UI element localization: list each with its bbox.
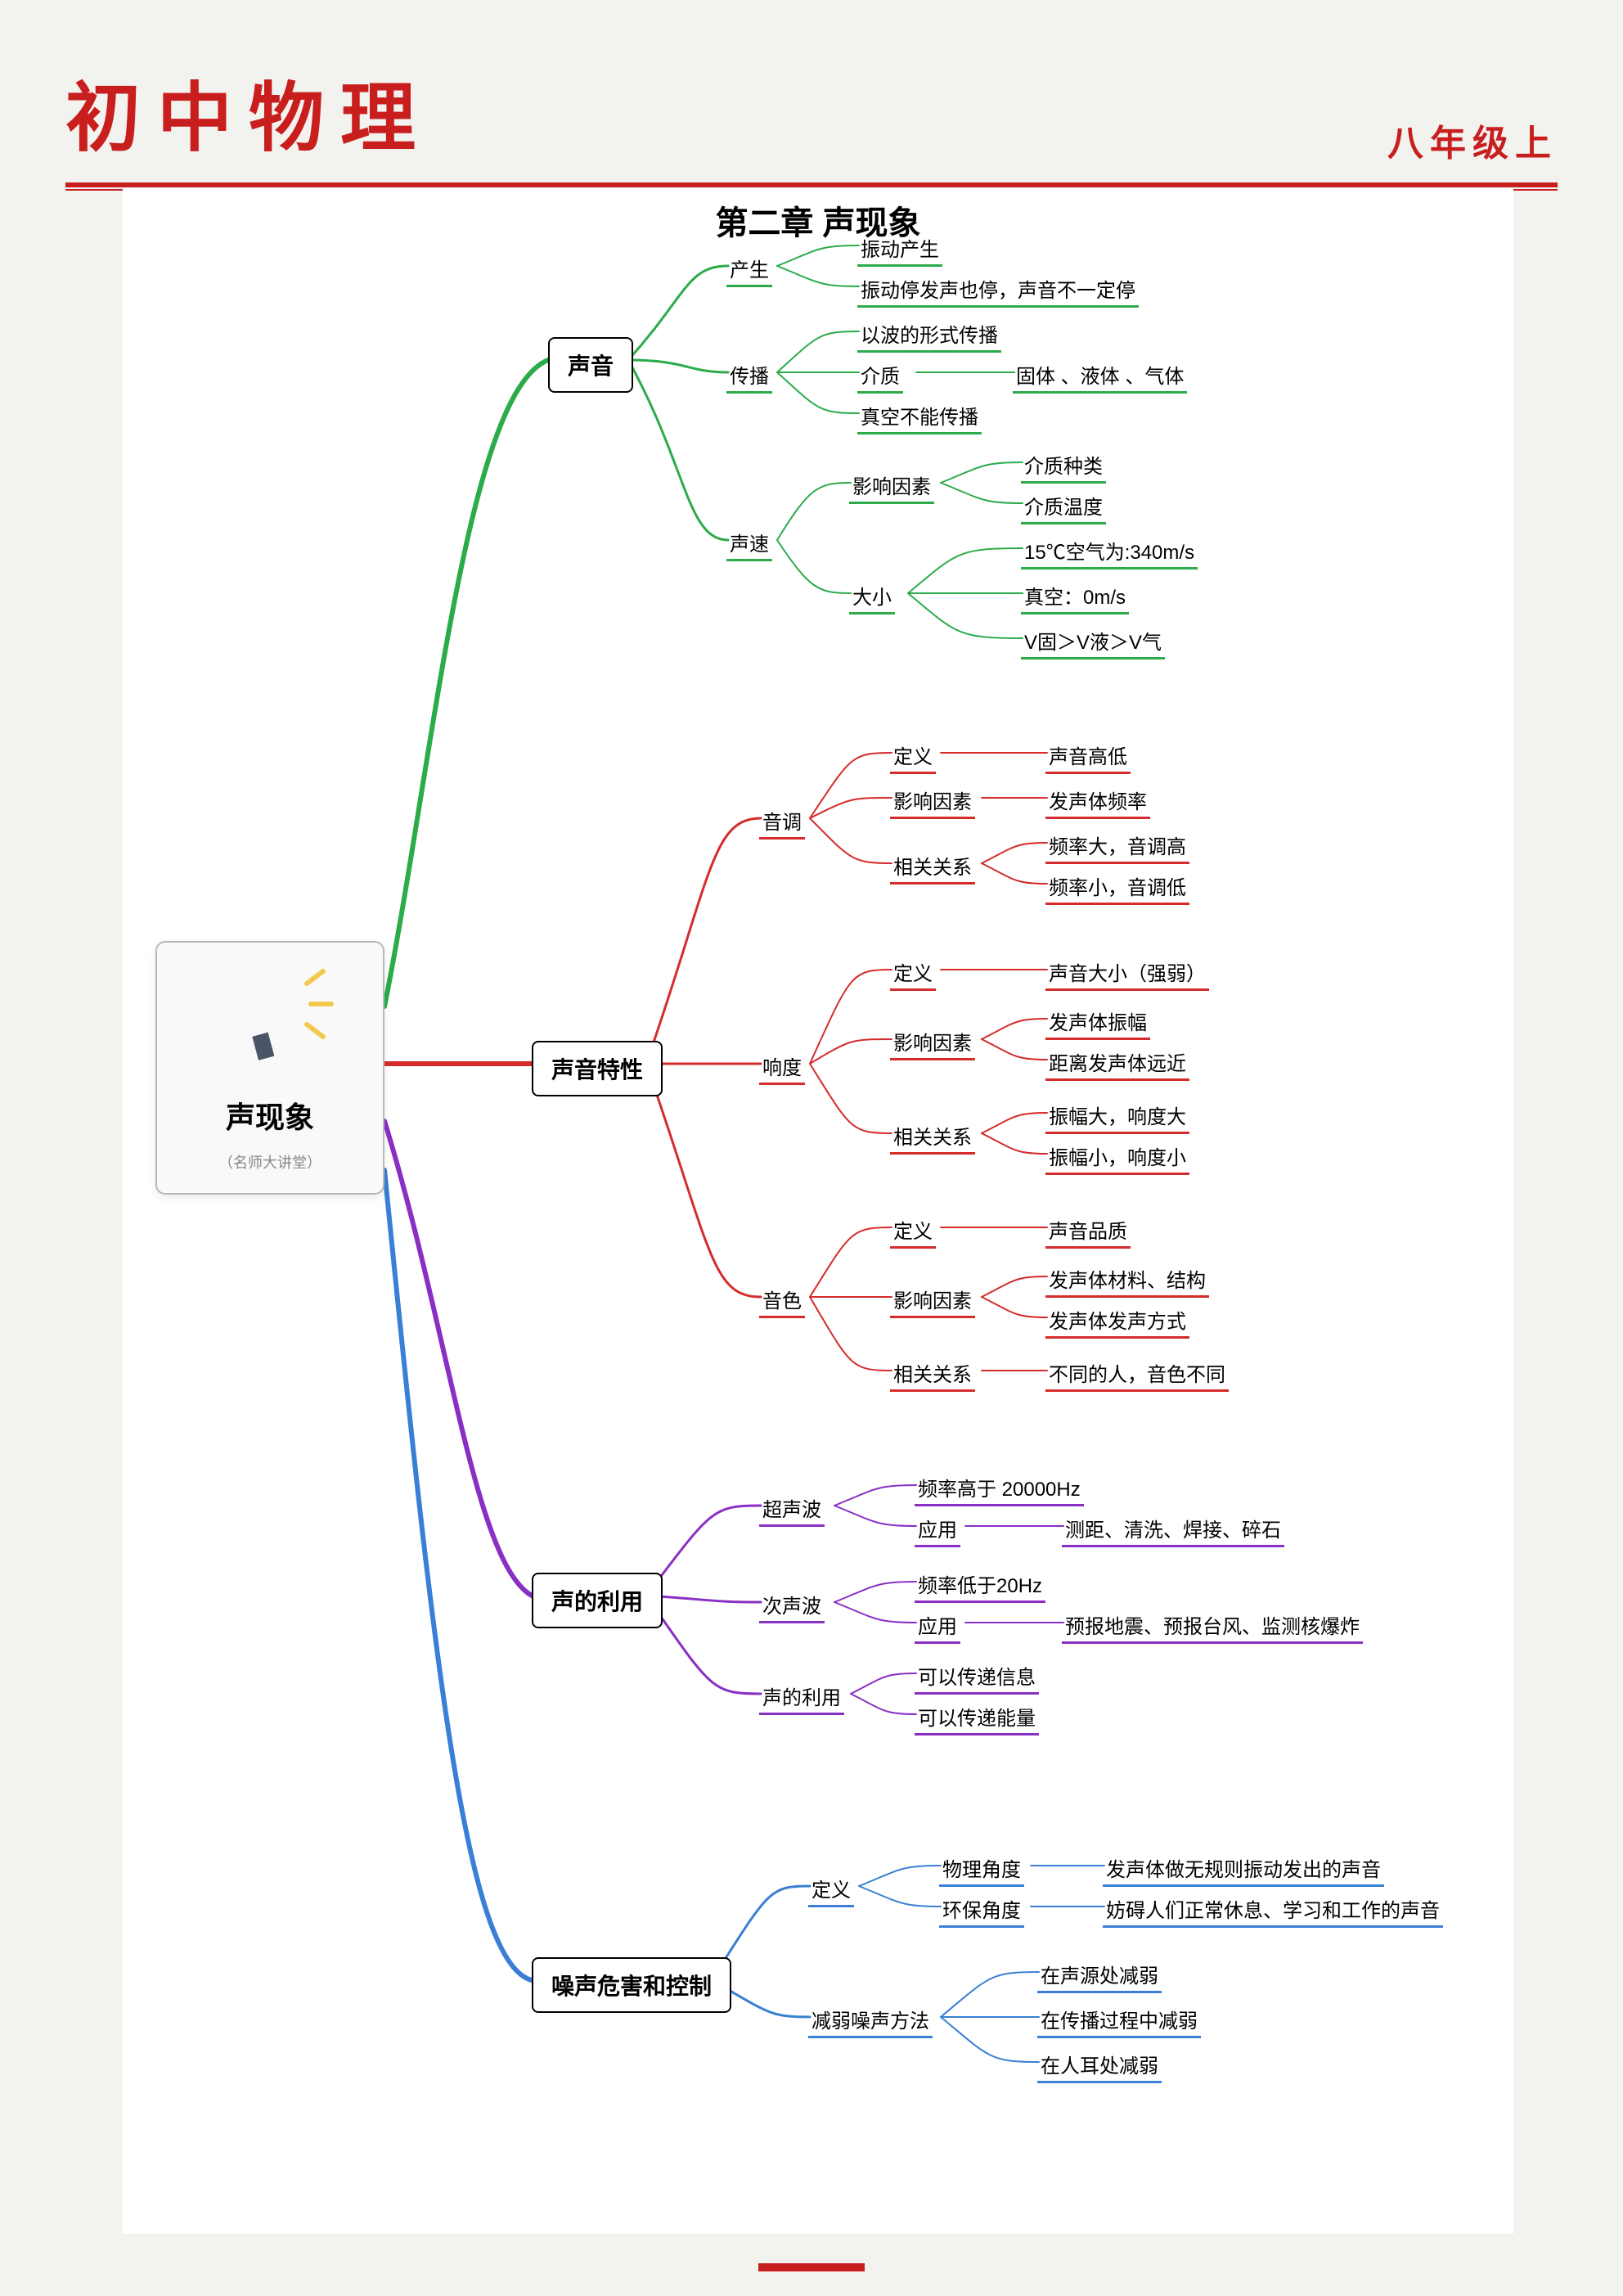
n-spread: 传播 [730, 360, 769, 389]
leaf: 相关关系 [893, 1121, 972, 1150]
leaf: 在人耳处减弱 [1041, 2050, 1158, 2078]
leaf: 定义 [893, 741, 933, 769]
leaf: 影响因素 [893, 786, 972, 814]
n-pitch: 音调 [762, 806, 802, 835]
leaf: 大小 [852, 581, 892, 610]
n-loudness: 响度 [762, 1051, 802, 1080]
leaf: 发声体频率 [1049, 786, 1147, 814]
leaf: 介质种类 [1024, 450, 1103, 479]
leaf: 固体 、液体 、气体 [1016, 360, 1184, 389]
branch-usage: 声的利用 [532, 1573, 663, 1628]
leaf: 相关关系 [893, 1358, 972, 1387]
leaf: 频率高于 20000Hz [918, 1473, 1081, 1501]
leaf: V固＞V液＞V气 [1024, 626, 1162, 655]
leaf: 距离发声体远近 [1049, 1047, 1186, 1076]
leaf: 声音大小（强弱） [1049, 957, 1206, 986]
leaf: 影响因素 [893, 1027, 972, 1056]
leaf: 可以传递能量 [918, 1702, 1036, 1731]
leaf: 发声体材料、结构 [1049, 1264, 1206, 1293]
n-use: 声的利用 [762, 1681, 841, 1710]
leaf: 振幅小，响度小 [1049, 1141, 1186, 1170]
leaf: 可以传递信息 [918, 1661, 1036, 1690]
root-label: 声现象 [226, 1094, 314, 1137]
leaf: 频率低于20Hz [918, 1569, 1042, 1598]
branch-properties: 声音特性 [532, 1041, 663, 1096]
leaf: 振动产生 [861, 233, 939, 262]
root-note: （名师大讲堂） [218, 1151, 321, 1173]
leaf: 发声体做无规则振动发出的声音 [1106, 1853, 1381, 1882]
leaf: 发声体振幅 [1049, 1006, 1147, 1035]
leaf: 在传播过程中减弱 [1041, 2005, 1198, 2033]
leaf: 妨碍人们正常休息、学习和工作的声音 [1106, 1894, 1440, 1923]
leaf: 不同的人，音色不同 [1049, 1358, 1225, 1387]
leaf: 以波的形式传播 [861, 319, 998, 348]
leaf: 介质 [861, 360, 900, 389]
chapter-title: 第二章 声现象 [123, 196, 1513, 244]
main-title: 初中物理 [65, 57, 432, 166]
leaf: 真空：0m/s [1024, 581, 1126, 610]
n-reduce: 减弱噪声方法 [812, 2005, 929, 2033]
leaf: 声音品质 [1049, 1215, 1127, 1244]
leaf: 应用 [918, 1610, 957, 1639]
branch-sound: 声音 [548, 337, 633, 393]
n-timbre: 音色 [762, 1285, 802, 1313]
leaf: 影响因素 [893, 1285, 972, 1313]
n-produce: 产生 [730, 254, 769, 282]
leaf: 发声体发声方式 [1049, 1305, 1186, 1334]
leaf: 在声源处减弱 [1041, 1960, 1158, 1988]
leaf: 真空不能传播 [861, 401, 978, 430]
leaf: 测距、清洗、焊接、碎石 [1065, 1514, 1281, 1542]
leaf: 定义 [893, 1215, 933, 1244]
leaf: 相关关系 [893, 851, 972, 880]
leaf: 振幅大，响度大 [1049, 1101, 1186, 1129]
leaf: 应用 [918, 1514, 957, 1542]
leaf: 频率小，音调低 [1049, 871, 1186, 900]
page-header: 初中物理 八年级上 [0, 0, 1623, 182]
branch-noise: 噪声危害和控制 [532, 1957, 731, 2013]
leaf: 频率大，音调高 [1049, 831, 1186, 859]
leaf: 预报地震、预报台风、监测核爆炸 [1065, 1610, 1360, 1639]
n-def: 定义 [812, 1874, 851, 1902]
grade-label: 八年级上 [1387, 114, 1558, 166]
n-ultra: 超声波 [762, 1493, 821, 1522]
root-node: 声现象 （名师大讲堂） [155, 941, 384, 1195]
leaf: 介质温度 [1024, 491, 1103, 520]
mindmap-canvas: 第二章 声现象 [123, 188, 1513, 2234]
n-infra: 次声波 [762, 1590, 821, 1618]
megaphone-icon [205, 959, 335, 1074]
leaf: 定义 [893, 957, 933, 986]
footer-accent [758, 2263, 865, 2271]
leaf: 物理角度 [942, 1853, 1021, 1882]
leaf: 影响因素 [852, 470, 931, 499]
n-speed: 声速 [730, 528, 769, 556]
leaf: 振动停发声也停，声音不一定停 [861, 274, 1135, 303]
leaf: 声音高低 [1049, 741, 1127, 769]
leaf: 15℃空气为:340m/s [1024, 536, 1194, 565]
leaf: 环保角度 [942, 1894, 1021, 1923]
